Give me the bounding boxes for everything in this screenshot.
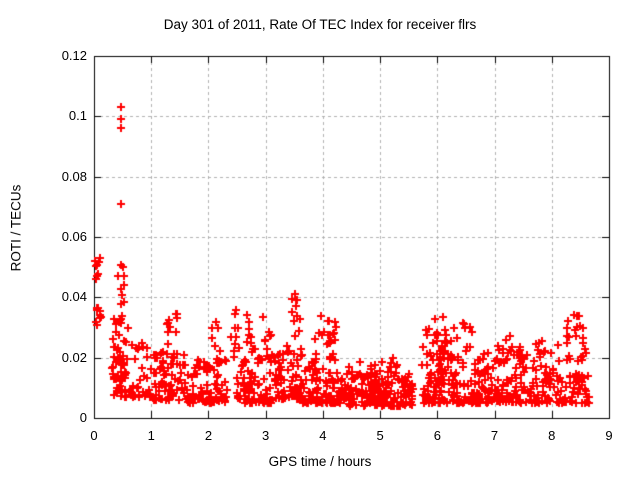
y-tick-label: 0	[79, 410, 87, 425]
x-tick-label: 0	[90, 428, 98, 443]
x-axis-label: GPS time / hours	[268, 454, 372, 469]
x-tick-label: 3	[262, 428, 270, 443]
y-axis-label: ROTI / TECUs	[8, 184, 24, 272]
x-tick-label: 6	[433, 428, 441, 443]
y-tick-label: 0.06	[61, 229, 87, 244]
y-tick-label: 0.04	[61, 289, 87, 305]
x-tick-label: 4	[319, 428, 327, 443]
x-tick-label: 5	[376, 428, 384, 443]
chart-title: Day 301 of 2011, Rate Of TEC Index for r…	[163, 17, 477, 32]
y-tick-label: 0.1	[68, 108, 87, 124]
y-tick-label: 0.12	[61, 48, 87, 63]
y-tick-label: 0.02	[61, 349, 87, 365]
x-tick-label: 1	[147, 428, 155, 443]
y-tick-label: 0.08	[61, 168, 87, 184]
x-tick-label: 7	[490, 428, 499, 443]
x-tick-label: 9	[605, 428, 613, 443]
x-tick-label: 2	[204, 428, 213, 443]
x-tick-label: 8	[548, 428, 556, 443]
